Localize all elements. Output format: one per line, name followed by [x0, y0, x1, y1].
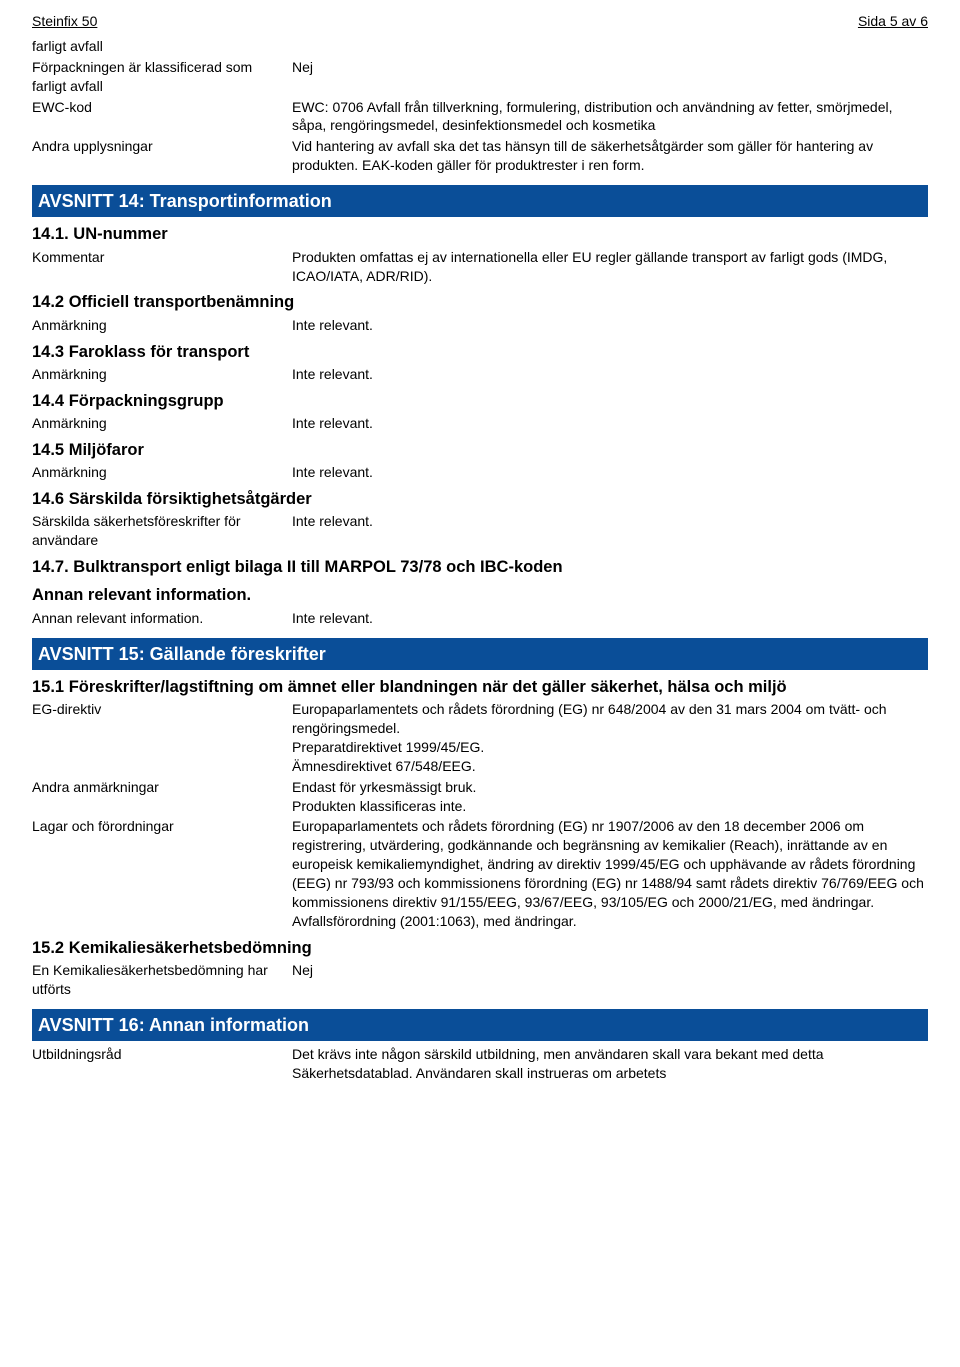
intro-row: EWC-kod EWC: 0706 Avfall från tillverkni… — [32, 98, 928, 136]
row-value: Produkten omfattas ej av internationella… — [292, 248, 928, 286]
row-label: Anmärkning — [32, 463, 292, 482]
row-label: Utbildningsråd — [32, 1045, 292, 1064]
section15-1-head: 15.1 Föreskrifter/lagstiftning om ämnet … — [32, 676, 928, 698]
section16-row: Utbildningsråd Det krävs inte någon särs… — [32, 1045, 928, 1083]
section14-3-row: Anmärkning Inte relevant. — [32, 365, 928, 384]
row-value: Det krävs inte någon särskild utbildning… — [292, 1045, 928, 1083]
row-value: Nej — [292, 961, 928, 980]
section14-7-row: Annan relevant information. Inte relevan… — [32, 609, 928, 628]
section14-6-head: 14.6 Särskilda försiktighetsåtgärder — [32, 488, 928, 510]
row-value: Inte relevant. — [292, 316, 928, 335]
row-label: Anmärkning — [32, 365, 292, 384]
intro-row: Förpackningen är klassificerad som farli… — [32, 58, 928, 96]
row-label: Anmärkning — [32, 316, 292, 335]
row-value: Endast för yrkesmässigt bruk.Produkten k… — [292, 778, 928, 816]
row-value: Inte relevant. — [292, 365, 928, 384]
row-label: Kommentar — [32, 248, 292, 267]
section14-5-head: 14.5 Miljöfaror — [32, 439, 928, 461]
row-label: En Kemikaliesäkerhetsbedömning har utför… — [32, 961, 292, 999]
section14-6-row: Särskilda säkerhetsföreskrifter för anvä… — [32, 512, 928, 550]
row-value: Inte relevant. — [292, 512, 928, 531]
section14-7-sub: Annan relevant information. — [32, 584, 928, 606]
intro-label: Förpackningen är klassificerad som farli… — [32, 58, 292, 96]
row-value: Inte relevant. — [292, 463, 928, 482]
page-header: Steinfix 50 Sida 5 av 6 — [32, 12, 928, 31]
intro-value: EWC: 0706 Avfall från tillverkning, form… — [292, 98, 928, 136]
section14-2-row: Anmärkning Inte relevant. — [32, 316, 928, 335]
row-label: EG-direktiv — [32, 700, 292, 719]
section15-1-row: Andra anmärkningar Endast för yrkesmässi… — [32, 778, 928, 816]
section14-banner: AVSNITT 14: Transportinformation — [32, 185, 928, 217]
section14-4-row: Anmärkning Inte relevant. — [32, 414, 928, 433]
intro-label: Andra upplysningar — [32, 137, 292, 156]
row-value: Europaparlamentets och rådets förordning… — [292, 700, 928, 776]
section15-1-row: Lagar och förordningar Europaparlamentet… — [32, 817, 928, 930]
section14-2-head: 14.2 Officiell transportbenämning — [32, 291, 928, 313]
section15-2-row: En Kemikaliesäkerhetsbedömning har utför… — [32, 961, 928, 999]
page-number: Sida 5 av 6 — [858, 12, 928, 31]
row-label: Anmärkning — [32, 414, 292, 433]
section14-1-head: 14.1. UN-nummer — [32, 223, 928, 245]
row-label: Lagar och förordningar — [32, 817, 292, 836]
row-label: Andra anmärkningar — [32, 778, 292, 797]
intro-value: Nej — [292, 58, 928, 77]
section14-7-head: 14.7. Bulktransport enligt bilaga II til… — [32, 556, 928, 578]
section15-banner: AVSNITT 15: Gällande föreskrifter — [32, 638, 928, 670]
row-value: Inte relevant. — [292, 414, 928, 433]
row-value: Inte relevant. — [292, 609, 928, 628]
section14-4-head: 14.4 Förpackningsgrupp — [32, 390, 928, 412]
section16-banner: AVSNITT 16: Annan information — [32, 1009, 928, 1041]
row-label: Särskilda säkerhetsföreskrifter för anvä… — [32, 512, 292, 550]
section15-1-row: EG-direktiv Europaparlamentets och rådet… — [32, 700, 928, 776]
row-label: Annan relevant information. — [32, 609, 292, 628]
intro-row: Andra upplysningar Vid hantering av avfa… — [32, 137, 928, 175]
doc-title: Steinfix 50 — [32, 12, 97, 31]
section14-5-row: Anmärkning Inte relevant. — [32, 463, 928, 482]
section15-2-head: 15.2 Kemikaliesäkerhetsbedömning — [32, 937, 928, 959]
row-value: Europaparlamentets och rådets förordning… — [292, 817, 928, 930]
intro-label: farligt avfall — [32, 37, 292, 56]
intro-row: farligt avfall — [32, 37, 928, 56]
section14-1-row: Kommentar Produkten omfattas ej av inter… — [32, 248, 928, 286]
section14-3-head: 14.3 Faroklass för transport — [32, 341, 928, 363]
intro-label: EWC-kod — [32, 98, 292, 117]
intro-value: Vid hantering av avfall ska det tas häns… — [292, 137, 928, 175]
